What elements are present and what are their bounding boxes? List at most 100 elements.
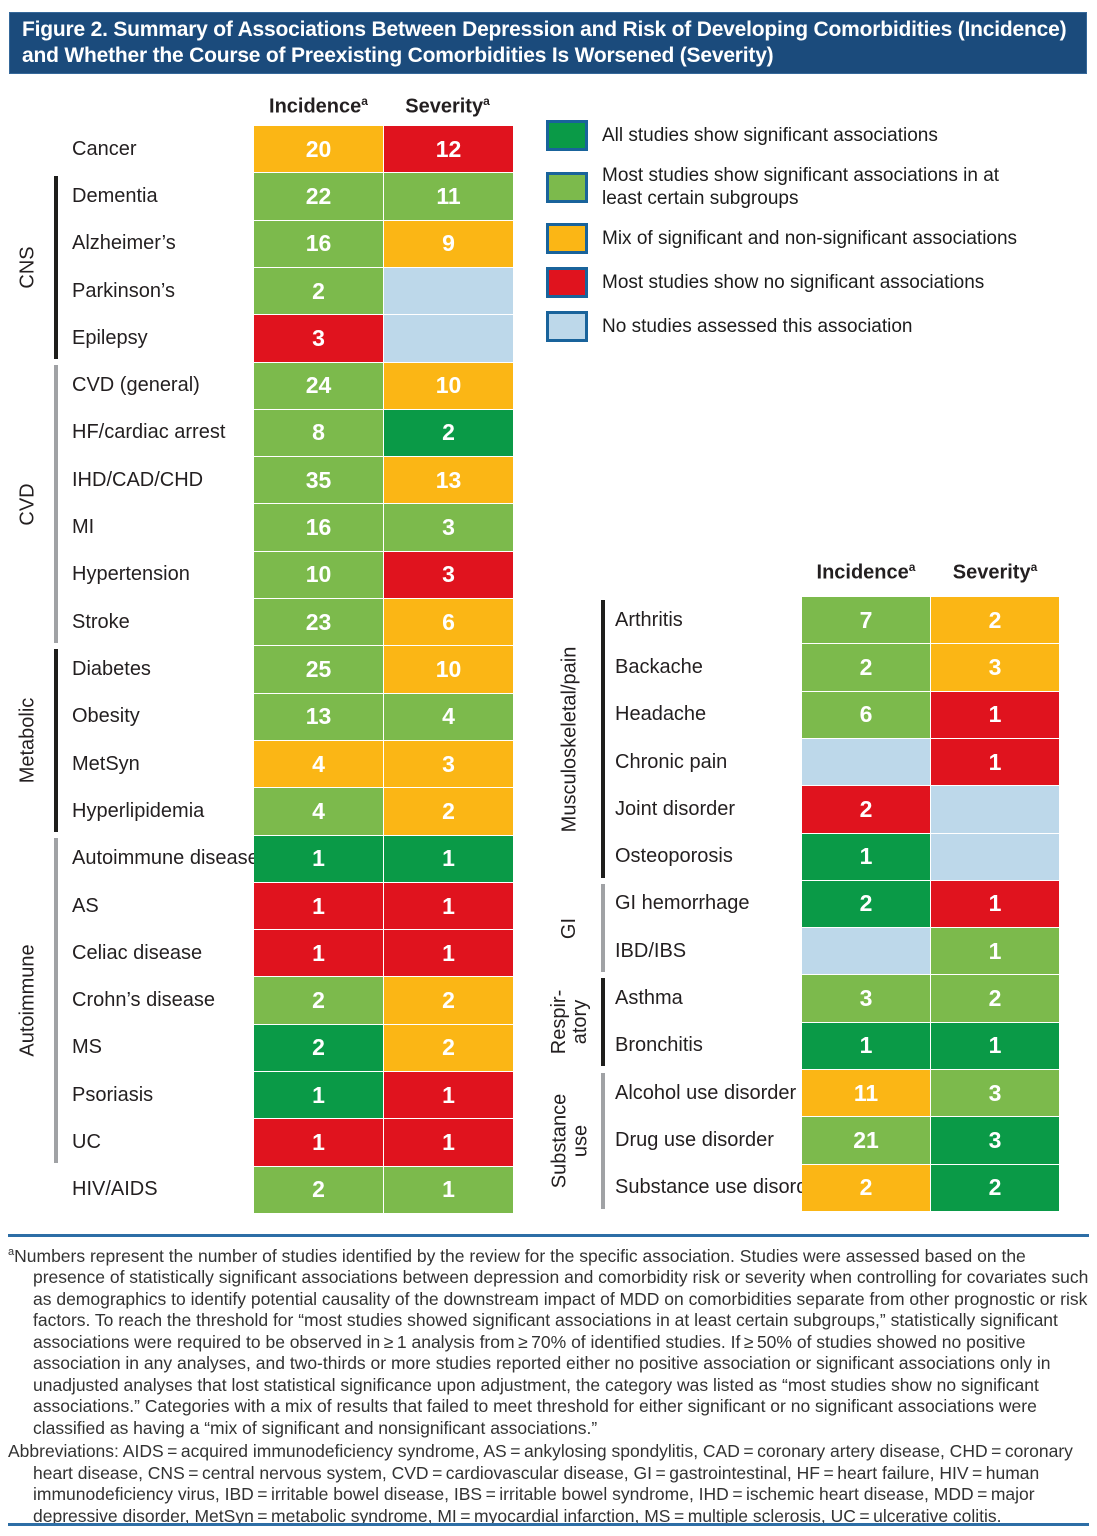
incidence-cell: 16	[254, 504, 383, 551]
severity-cell: 4	[384, 693, 513, 740]
figure-title-bar: Figure 2. Summary of Associations Betwee…	[9, 12, 1087, 74]
cell-value: 1	[442, 1176, 455, 1203]
incidence-cell: 24	[254, 362, 383, 409]
cell-value: 1	[442, 939, 455, 966]
legend-label: Most studies show significant associatio…	[602, 165, 1000, 209]
severity-cell	[931, 833, 1059, 880]
cell-value: 2	[859, 890, 873, 917]
abbreviations-text: Abbreviations: AIDS = acquired immunodef…	[8, 1441, 1073, 1526]
severity-header-label: Severity	[405, 95, 484, 118]
severity-cell: 10	[384, 646, 513, 693]
severity-cell: 9	[384, 220, 513, 267]
footnote: aNumbers represent the number of studies…	[8, 1242, 1091, 1527]
cell-value: 8	[312, 419, 325, 446]
severity-cell: 3	[384, 551, 513, 599]
cell-value: 2	[988, 1174, 1002, 1201]
cell-value: 1	[312, 845, 325, 872]
respiratory-group-bar	[601, 978, 605, 1066]
footnote-marker: a	[483, 94, 490, 108]
legend-item: Most studies show no significant associa…	[546, 267, 1094, 298]
cell-value: 2	[988, 606, 1002, 633]
incidence-cell: 2	[802, 880, 930, 928]
incidence-cell: 1	[802, 1022, 930, 1070]
severity-cell: 1	[384, 1119, 513, 1166]
row-label: Backache	[612, 644, 801, 691]
right-incidence-header: Incidencea	[802, 560, 930, 585]
cell-value: 3	[988, 1127, 1002, 1154]
metabolic-group-bar	[54, 649, 58, 832]
row-label: UC	[69, 1119, 253, 1166]
incidence-cell: 1	[254, 882, 383, 930]
cell-value: 9	[442, 230, 455, 257]
footnote-marker: a	[361, 94, 368, 108]
severity-cell: 3	[931, 1117, 1059, 1164]
cell-value: 25	[305, 655, 332, 682]
right-severity-header: Severitya	[931, 560, 1059, 585]
row-label: Celiac disease	[69, 930, 253, 977]
row-label: Headache	[612, 691, 801, 738]
severity-cell: 1	[384, 1072, 513, 1119]
severity-cell: 1	[931, 1022, 1059, 1070]
incidence-header-label: Incidence	[269, 95, 362, 118]
all-significant-swatch	[546, 120, 588, 151]
row-label: Hypertension	[69, 551, 253, 599]
top-divider	[8, 1234, 1089, 1237]
severity-cell: 2	[931, 597, 1059, 644]
cell-value: 1	[988, 748, 1002, 775]
incidence-cell: 16	[254, 220, 383, 267]
severity-cell	[931, 786, 1059, 833]
incidence-cell: 20	[254, 126, 383, 173]
row-label: Substance use disorder	[612, 1164, 825, 1211]
cell-value: 1	[859, 843, 873, 870]
row-label: Diabetes	[69, 646, 253, 693]
cell-value: 13	[435, 466, 462, 493]
severity-cell: 11	[384, 173, 513, 220]
incidence-cell: 8	[254, 409, 383, 457]
cell-value: 2	[442, 987, 455, 1014]
legend-label: Most studies show no significant associa…	[602, 272, 985, 293]
gi-group-label: GI	[558, 917, 581, 939]
left-heatmap: Cancer 20 12 Dementia 22 11 Alzheimer’s …	[69, 126, 513, 1213]
row-label: Asthma	[612, 975, 801, 1022]
cell-value: 3	[312, 324, 325, 351]
cell-value: 1	[988, 937, 1002, 964]
footnote-marker: a	[1030, 560, 1038, 574]
cell-value: 1	[442, 1081, 455, 1108]
cell-value: 2	[312, 987, 325, 1014]
row-label: Hyperlipidemia	[69, 788, 253, 835]
row-label: Joint disorder	[612, 786, 801, 833]
severity-cell: 1	[384, 930, 513, 977]
incidence-cell: 1	[802, 833, 930, 880]
cell-value: 1	[312, 1129, 325, 1156]
row-label: Dementia	[69, 173, 253, 220]
legend: All studies show significant association…	[546, 120, 1094, 342]
severity-cell: 1	[931, 880, 1059, 928]
metabolic-group-label: Metabolic	[16, 697, 39, 784]
severity-cell: 6	[384, 599, 513, 646]
cell-value: 4	[312, 797, 325, 824]
cell-value: 3	[442, 514, 455, 541]
row-label: Obesity	[69, 693, 253, 740]
legend-item: Most studies show significant associatio…	[546, 164, 1094, 210]
incidence-cell: 2	[254, 267, 383, 315]
severity-cell	[384, 267, 513, 315]
cell-value: 3	[442, 750, 455, 777]
severity-cell: 1	[931, 691, 1059, 738]
row-label: GI hemorrhage	[612, 880, 801, 928]
incidence-cell: 23	[254, 599, 383, 646]
cell-value: 21	[853, 1127, 879, 1154]
incidence-cell: 25	[254, 646, 383, 693]
severity-cell: 2	[384, 788, 513, 835]
footnote-marker: a	[908, 560, 916, 574]
cell-value: 3	[988, 653, 1002, 680]
row-label: Chronic pain	[612, 738, 801, 786]
left-severity-header: Severitya	[383, 94, 512, 119]
row-label: MI	[69, 504, 253, 551]
not-assessed-swatch	[546, 311, 588, 342]
figure-title: Figure 2. Summary of Associations Betwee…	[22, 18, 1067, 67]
cell-value: 7	[859, 606, 873, 633]
incidence-cell: 13	[254, 693, 383, 740]
respiratory-group-label: Respir- atory	[548, 989, 592, 1055]
severity-cell: 1	[384, 882, 513, 930]
incidence-cell: 35	[254, 457, 383, 504]
